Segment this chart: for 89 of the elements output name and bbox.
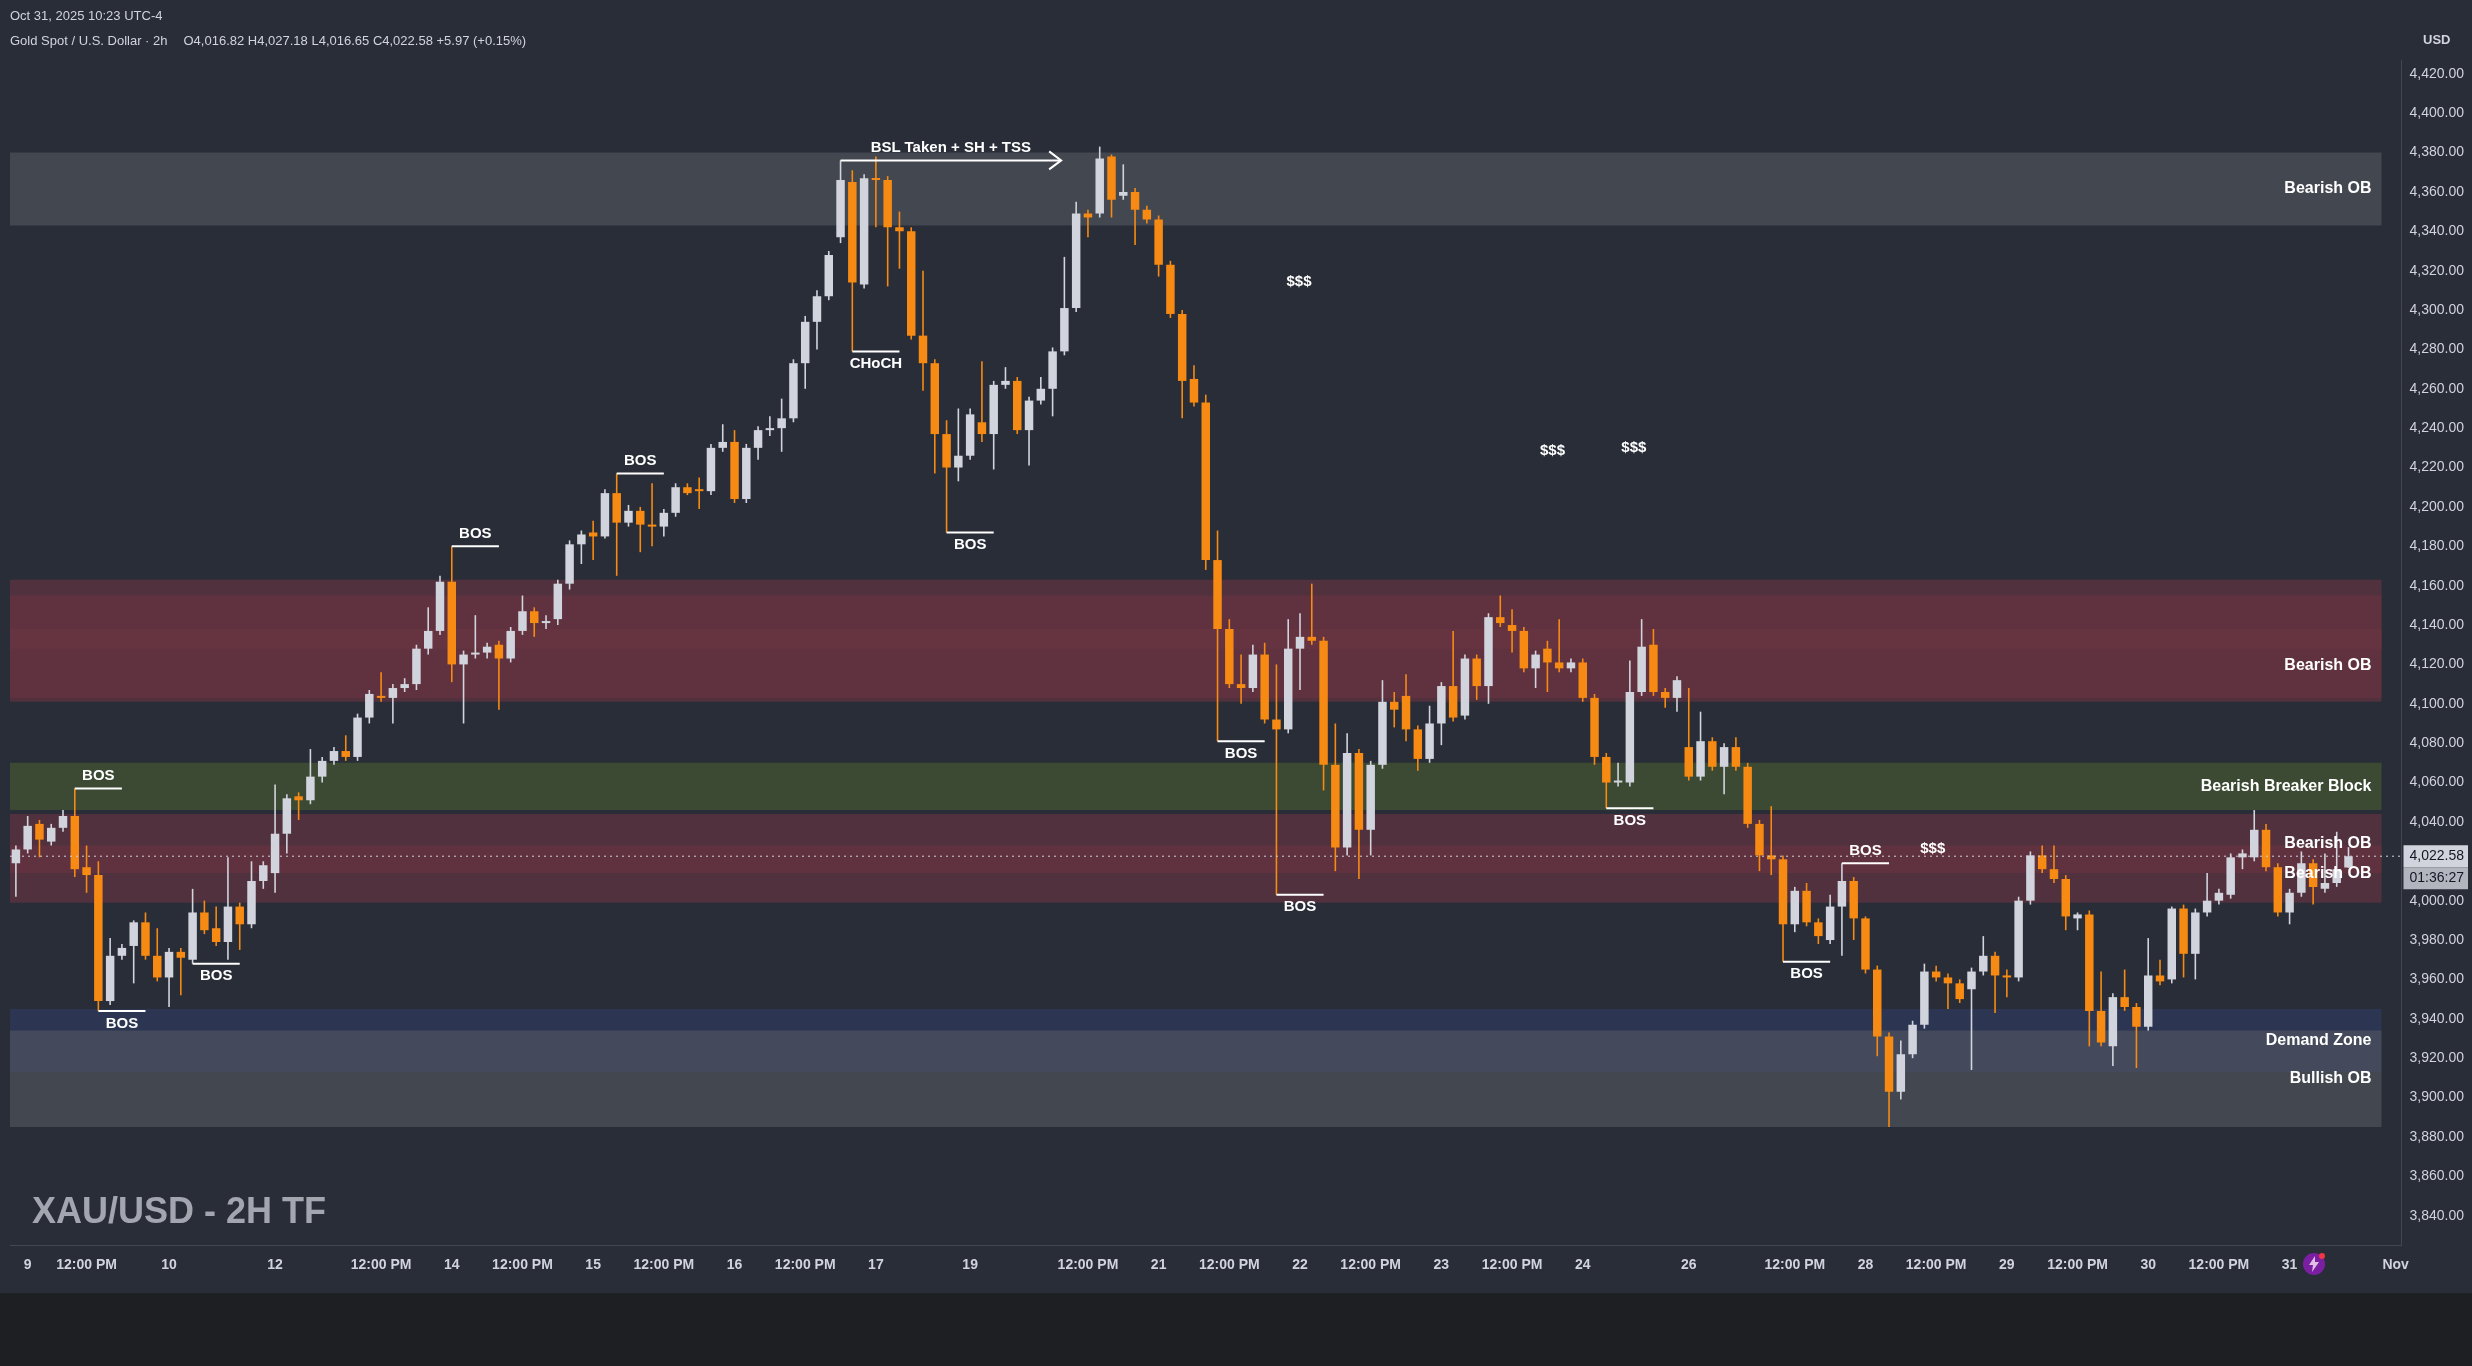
- x-tick-label: 22: [1292, 1256, 1308, 1273]
- y-tick-label: 3,920.00: [2409, 1049, 2465, 1066]
- x-tick-label: 12:00 PM: [56, 1256, 117, 1273]
- y-tick-label: 4,280.00: [2409, 340, 2465, 357]
- x-tick-label: 12:00 PM: [492, 1256, 553, 1273]
- x-tick-label: 12:00 PM: [1057, 1256, 1119, 1273]
- band-label: Bearish OB: [2284, 179, 2372, 197]
- band-label: Bearish Breaker Block: [2200, 776, 2372, 794]
- y-tick-label: 4,340.00: [2409, 222, 2465, 239]
- y-tick-label: 4,240.00: [2409, 419, 2465, 436]
- x-tick-label: 16: [726, 1256, 743, 1273]
- y-tick-label: 4,380.00: [2409, 143, 2465, 160]
- x-tick-label: Nov: [2382, 1256, 2410, 1273]
- x-tick-label: 30: [2140, 1256, 2157, 1273]
- x-tick-label: 12:00 PM: [1481, 1256, 1543, 1273]
- y-tick-label: 4,000.00: [2409, 891, 2465, 908]
- ref-line-label: BOS: [624, 451, 657, 469]
- x-tick-label: 24: [1574, 1256, 1591, 1273]
- y-tick-label: 4,260.00: [2409, 379, 2465, 396]
- x-tick-label: 17: [868, 1256, 884, 1273]
- text: 01:36:27: [2409, 869, 2465, 886]
- annotation: $$$: [1920, 839, 1946, 857]
- x-tick-label: 31: [2281, 1256, 2298, 1273]
- y-tick-label: 3,960.00: [2409, 970, 2465, 987]
- y-tick-label: 4,080.00: [2409, 734, 2465, 751]
- chart-subtitle: Gold Spot / U.S. Dollar · 2h: [10, 32, 168, 48]
- y-tick-label: 4,160.00: [2409, 576, 2465, 593]
- ref-line-label: BOS: [953, 535, 987, 553]
- x-tick-label: 19: [962, 1256, 979, 1273]
- y-tick-label: 4,040.00: [2409, 812, 2465, 829]
- x-tick-label: 12:00 PM: [2188, 1256, 2250, 1273]
- x-tick-label: 23: [1433, 1256, 1450, 1273]
- y-tick-label: 4,120.00: [2409, 655, 2465, 672]
- x-tick-label: 12:00 PM: [633, 1256, 695, 1273]
- x-tick-label: 28: [1857, 1256, 1874, 1273]
- x-tick-label: 12: [267, 1256, 284, 1273]
- y-tick-label: 3,860.00: [2409, 1167, 2465, 1184]
- band-label: Bullish OB: [2289, 1069, 2372, 1087]
- y-tick-label: 4,060.00: [2409, 773, 2465, 790]
- ref-line-label: BOS: [1613, 810, 1647, 828]
- x-tick-label: 12:00 PM: [1764, 1256, 1826, 1273]
- y-tick-label: 4,100.00: [2409, 694, 2465, 711]
- ref-line-label: CHoCH: [849, 354, 903, 372]
- ref-line-label: BOS: [82, 766, 115, 784]
- y-tick-label: 4,400.00: [2409, 104, 2465, 121]
- x-tick-label: 26: [1680, 1256, 1697, 1273]
- ref-line-label: 4,022.58: [2409, 847, 2465, 864]
- y-tick-label: 4,300.00: [2409, 300, 2465, 317]
- text: O4,016.82 H4,027.18 L4,016.65 C4,022.58 +5.97 (+0.15%): [183, 32, 527, 48]
- band-label: Bearish OB: [2284, 655, 2372, 673]
- ref-line-label: BSL Taken + SH + TSS: [870, 138, 1032, 156]
- x-tick-label: 12:00 PM: [1905, 1256, 1967, 1273]
- ref-line-label: BOS: [1790, 964, 1823, 982]
- annotation: $$$: [1286, 271, 1313, 289]
- y-tick-label: 4,180.00: [2409, 537, 2465, 554]
- x-tick-label: 12:00 PM: [2047, 1256, 2108, 1273]
- x-tick-label: 12:00 PM: [1198, 1256, 1260, 1273]
- ref-line-label: BOS: [1224, 743, 1258, 761]
- annotation: $$$: [1621, 437, 1647, 455]
- annotation: $$$: [1540, 441, 1566, 459]
- y-tick-label: 4,140.00: [2409, 615, 2465, 632]
- y-tick-label: 3,980.00: [2409, 930, 2465, 947]
- y-tick-label: 4,320.00: [2409, 261, 2465, 278]
- x-tick-label: 10: [161, 1256, 178, 1273]
- x-tick-label: 12:00 PM: [774, 1256, 836, 1273]
- ref-line-label: BOS: [199, 966, 233, 984]
- ref-line-label: BOS: [1849, 840, 1882, 858]
- band-label: Demand Zone: [2265, 1030, 2372, 1048]
- x-tick-label: 9: [23, 1256, 32, 1273]
- y-tick-label: 4,360.00: [2409, 182, 2465, 199]
- y-tick-label: 3,940.00: [2409, 1009, 2465, 1026]
- text: XAU/USD - 2H TF: [32, 1190, 327, 1232]
- ref-line-label: BOS: [459, 523, 492, 541]
- y-axis-title: USD: [2423, 31, 2451, 47]
- x-tick-label: 21: [1150, 1256, 1167, 1273]
- text: Oct 31, 2025 10:23 UTC-4: [10, 7, 163, 23]
- x-tick-label: 29: [1999, 1256, 2015, 1273]
- x-tick-label: 15: [585, 1256, 602, 1273]
- x-tick-label: 14: [443, 1256, 460, 1273]
- ref-line-label: BOS: [105, 1013, 139, 1031]
- y-tick-label: 3,840.00: [2409, 1206, 2465, 1223]
- x-tick-label: 12:00 PM: [1340, 1256, 1402, 1273]
- y-tick-label: 3,900.00: [2409, 1088, 2465, 1105]
- y-tick-label: 4,200.00: [2409, 497, 2465, 514]
- y-tick-label: 3,880.00: [2409, 1127, 2465, 1144]
- ref-line-label: BOS: [1283, 897, 1317, 915]
- y-tick-label: 4,220.00: [2409, 458, 2465, 475]
- y-tick-label: 4,420.00: [2409, 64, 2465, 81]
- x-tick-label: 12:00 PM: [350, 1256, 412, 1273]
